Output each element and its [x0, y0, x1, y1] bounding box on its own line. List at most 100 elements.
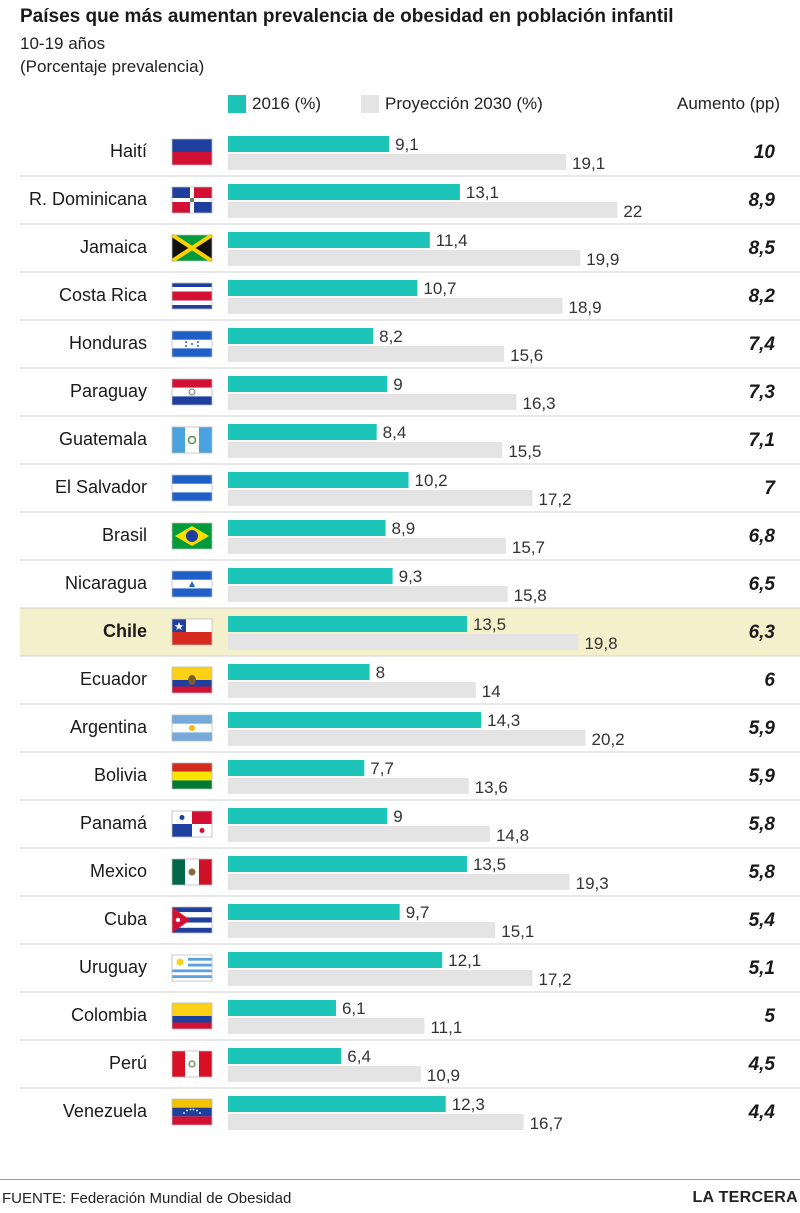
bar-2030-value-label: 18,9 [569, 298, 602, 317]
bar-2030 [228, 250, 581, 266]
bar-2016-value-label: 14,3 [487, 711, 520, 730]
mexico-flag-icon [171, 858, 213, 886]
el-salvador-flag-icon [171, 474, 213, 502]
bar-2030 [228, 1018, 425, 1034]
bar-2030 [228, 634, 579, 650]
bar-2030-value-label: 14 [482, 682, 501, 701]
bar-2030 [228, 826, 490, 842]
bar-2016-value-label: 12,3 [452, 1095, 485, 1114]
increase-value: 10 [754, 142, 776, 163]
increase-value: 8,2 [749, 286, 776, 307]
bar-2016-value-label: 13,5 [473, 855, 506, 874]
costa-rica-flag-icon [171, 282, 213, 310]
bar-2016 [228, 808, 388, 824]
ecuador-flag-icon [171, 666, 213, 694]
country-label: Mexico [90, 861, 147, 881]
country-label: Haití [110, 141, 147, 161]
bar-2030-value-label: 20,2 [592, 730, 625, 749]
increase-value: 7 [764, 478, 776, 499]
increase-value: 5,9 [749, 718, 776, 739]
legend-swatch-2016 [228, 95, 246, 113]
country-label: Venezuela [63, 1101, 148, 1121]
bar-2016 [228, 472, 409, 488]
bar-2030-value-label: 15,8 [514, 586, 547, 605]
bar-2030 [228, 922, 496, 938]
country-label: Ecuador [80, 669, 147, 689]
increase-value: 5,8 [749, 814, 776, 835]
bar-2030-value-label: 19,9 [586, 250, 619, 269]
jamaica-flag-icon [170, 233, 214, 263]
bar-2016 [228, 520, 386, 536]
bar-2030-value-label: 15,6 [510, 346, 543, 365]
bar-2030-value-label: 13,6 [475, 778, 508, 797]
bar-2016-value-label: 9,3 [399, 567, 423, 586]
increase-value: 5,9 [749, 766, 776, 787]
bar-2016 [228, 856, 467, 872]
bar-2016 [228, 1048, 342, 1064]
argentina-flag-icon [171, 714, 213, 742]
brazil-flag-icon [171, 522, 213, 550]
bar-2016 [228, 760, 365, 776]
bar-2016 [228, 424, 377, 440]
increase-value: 4,5 [748, 1054, 776, 1075]
country-label: El Salvador [55, 477, 147, 497]
bar-2016 [228, 232, 430, 248]
bar-2030-value-label: 14,8 [496, 826, 529, 845]
bar-2030 [228, 202, 618, 218]
country-label: Bolivia [94, 765, 148, 785]
bar-2016-value-label: 10,7 [423, 279, 456, 298]
increase-value: 7,1 [749, 430, 775, 451]
legend-2016: 2016 (%) [228, 94, 321, 114]
country-label: Panamá [80, 813, 148, 833]
bar-2016-value-label: 12,1 [448, 951, 481, 970]
increase-value: 6 [764, 670, 775, 691]
bar-2016 [228, 184, 460, 200]
bar-2030 [228, 970, 533, 986]
bar-2016 [228, 664, 370, 680]
bar-2030 [228, 1066, 421, 1082]
bar-2016-value-label: 6,1 [342, 999, 366, 1018]
bar-2016-value-label: 8,2 [379, 327, 403, 346]
nicaragua-flag-icon [171, 570, 213, 598]
country-label: R. Dominicana [29, 189, 148, 209]
country-label: Perú [109, 1053, 147, 1073]
bar-2016 [228, 568, 393, 584]
dominican-republic-flag-icon [171, 186, 213, 214]
country-label: Honduras [69, 333, 147, 353]
bar-2030 [228, 586, 508, 602]
increase-value: 5,4 [749, 910, 776, 931]
bar-2030 [228, 538, 506, 554]
bar-2016 [228, 376, 388, 392]
bar-2030-value-label: 22 [623, 202, 642, 221]
bar-2016-value-label: 6,4 [347, 1047, 371, 1066]
cuba-flag-icon [171, 906, 213, 934]
increase-value: 6,5 [749, 574, 776, 595]
increase-value: 7,4 [749, 334, 776, 355]
bar-2030 [228, 154, 567, 170]
bar-2016-value-label: 7,7 [370, 759, 394, 778]
bar-2030-value-label: 15,5 [508, 442, 541, 461]
brand-logo: LA TERCERA [692, 1189, 798, 1206]
country-label: Nicaragua [65, 573, 148, 593]
increase-value: 5,1 [749, 958, 775, 979]
footer-divider [0, 1179, 800, 1180]
uruguay-flag-icon [171, 954, 213, 982]
bar-2016-value-label: 9 [393, 807, 402, 826]
bar-2016-value-label: 9,7 [406, 903, 430, 922]
peru-flag-icon [171, 1050, 213, 1078]
bar-2030 [228, 490, 533, 506]
increase-value: 8,5 [749, 238, 776, 259]
bar-2016 [228, 952, 443, 968]
increase-value: 4,4 [748, 1102, 776, 1123]
increase-value: 8,9 [749, 190, 776, 211]
bar-2030-value-label: 16,3 [523, 394, 556, 413]
increase-value: 6,3 [749, 622, 776, 643]
bar-2016-value-label: 13,5 [473, 615, 506, 634]
country-label: Jamaica [80, 237, 148, 257]
bar-2030-value-label: 19,3 [576, 874, 609, 893]
bar-2030-value-label: 19,8 [584, 634, 617, 653]
bar-2030 [228, 442, 503, 458]
bar-2030-value-label: 17,2 [538, 490, 571, 509]
bar-2030-value-label: 15,1 [501, 922, 534, 941]
increase-column-header: Aumento (pp) [677, 94, 780, 113]
